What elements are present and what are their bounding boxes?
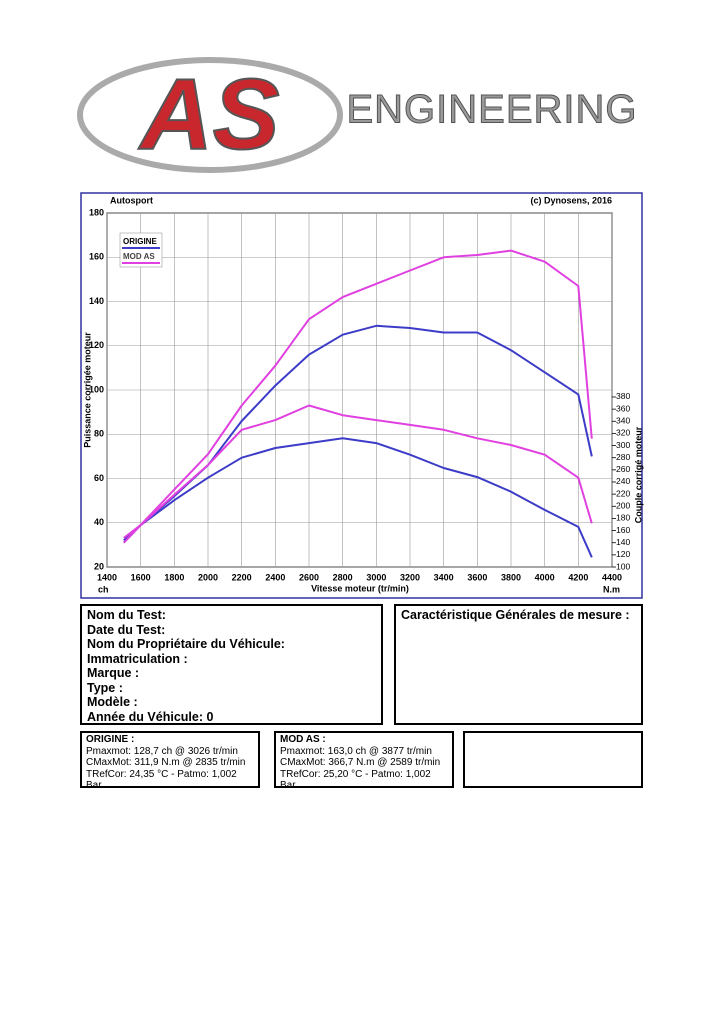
x-tick-label: 4200 — [568, 572, 588, 582]
chart-copyright: (c) Dynosens, 2016 — [530, 195, 612, 205]
x-axis-label: Vitesse moteur (tr/min) — [311, 583, 409, 593]
x-tick-label: 2600 — [299, 572, 319, 582]
y2-tick-label: 160 — [616, 525, 630, 535]
y2-tick-label: 340 — [616, 416, 630, 426]
test-field: Date du Test: — [87, 622, 166, 637]
x-tick-label: 3400 — [434, 572, 454, 582]
power-line — [123, 249, 593, 544]
test-field: Marque : — [87, 666, 140, 680]
y2-tick-label: 320 — [616, 428, 630, 438]
legend-label: MOD AS — [123, 252, 155, 261]
test-field: Année du Véhicule: 0 — [87, 709, 214, 724]
y2-tick-label: 140 — [616, 537, 630, 547]
y2-unit: N.m — [603, 584, 620, 594]
y-tick-label: 60 — [94, 473, 104, 483]
y2-tick-label: 180 — [616, 513, 630, 523]
test-field: Type : — [87, 680, 123, 695]
power-line — [123, 324, 593, 542]
logo-swoosh — [77, 57, 343, 173]
measure-box: Caractéristique Générales de mesure : — [394, 604, 643, 725]
y2-tick-label: 240 — [616, 476, 630, 486]
x-tick-label: 2800 — [333, 572, 353, 582]
measure-title: Caractéristique Générales de mesure : — [401, 608, 630, 622]
x-tick-label: 3600 — [467, 572, 487, 582]
x-tick-label: 2000 — [198, 572, 218, 582]
legend-label: ORIGINE — [123, 237, 157, 246]
x-tick-label: 1600 — [131, 572, 151, 582]
test-field: Nom du Propriétaire du Véhicule: — [87, 637, 285, 651]
x-tick-label: 3800 — [501, 572, 521, 582]
torque-line — [123, 437, 593, 558]
logo-text: ENGINEERING — [346, 88, 637, 132]
y-axis-label: Puissance corrigée moteur — [82, 332, 92, 448]
mod-line: CMaxMot: 366,7 N.m @ 2589 tr/min — [280, 757, 441, 768]
x-tick-label: 2400 — [265, 572, 285, 582]
y2-tick-label: 120 — [616, 549, 630, 559]
logo-initials: AS — [138, 58, 280, 170]
test-field: Modèle : — [87, 695, 138, 709]
x-tick-label: 4000 — [535, 572, 555, 582]
mod-box: MOD AS : Pmaxmot: 163,0 ch @ 3877 tr/min… — [274, 731, 454, 791]
x-tick-label: 4400 — [602, 572, 622, 582]
y2-tick-label: 360 — [616, 403, 630, 413]
chart-source: Autosport — [110, 195, 153, 205]
y-tick-label: 120 — [89, 340, 104, 350]
chart: Autosport (c) Dynosens, 2016 Puissance c… — [80, 192, 643, 599]
mod-title: MOD AS : — [280, 734, 326, 745]
chart-frame — [80, 192, 643, 599]
y2-tick-label: 100 — [616, 561, 630, 571]
y-tick-label: 140 — [89, 296, 104, 306]
y2-tick-label: 260 — [616, 464, 630, 474]
test-info-box: Nom du Test: Date du Test: Nom du Propriét… — [80, 604, 383, 725]
origin-box: ORIGINE : Pmaxmot: 128,7 ch @ 3026 tr/mi… — [80, 731, 260, 791]
test-field: Nom du Test: — [87, 608, 166, 622]
mod-line: Pmaxmot: 163,0 ch @ 3877 tr/min — [280, 745, 432, 757]
test-field: Immatriculation : — [87, 651, 188, 666]
y-tick-label: 80 — [94, 429, 104, 439]
y2-tick-label: 200 — [616, 501, 630, 511]
origin-line: Pmaxmot: 128,7 ch @ 3026 tr/min — [86, 745, 238, 757]
y-tick-label: 160 — [89, 252, 104, 262]
x-tick-label: 3200 — [400, 572, 420, 582]
logo: AS ENGINEERING — [77, 57, 637, 173]
mod-line: TRefCor: 25,20 °C - Patmo: 1,002 Bar — [280, 768, 431, 792]
y2-tick-label: 220 — [616, 488, 630, 498]
x-tick-label: 3000 — [366, 572, 386, 582]
x-tick-label: 1800 — [164, 572, 184, 582]
x-tick-label: 2200 — [232, 572, 252, 582]
origin-title: ORIGINE : — [86, 734, 135, 745]
y2-tick-label: 380 — [616, 391, 630, 401]
y2-tick-label: 280 — [616, 452, 630, 462]
y-unit: ch — [98, 584, 109, 594]
y-tick-label: 180 — [89, 207, 104, 217]
x-tick-label: 1400 — [97, 572, 117, 582]
y-tick-label: 20 — [94, 561, 104, 571]
torque-line — [123, 404, 593, 539]
origin-line: TRefCor: 24,35 °C - Patmo: 1,002 Bar — [86, 768, 237, 792]
y-tick-label: 100 — [89, 384, 104, 394]
empty-box — [463, 731, 643, 788]
y-tick-label: 40 — [94, 517, 104, 527]
origin-line: CMaxMot: 311,9 N.m @ 2835 tr/min — [86, 757, 246, 768]
y2-tick-label: 300 — [616, 440, 630, 450]
y2-axis-label: Couple corrigé moteur — [633, 426, 643, 523]
legend-box — [119, 232, 163, 268]
